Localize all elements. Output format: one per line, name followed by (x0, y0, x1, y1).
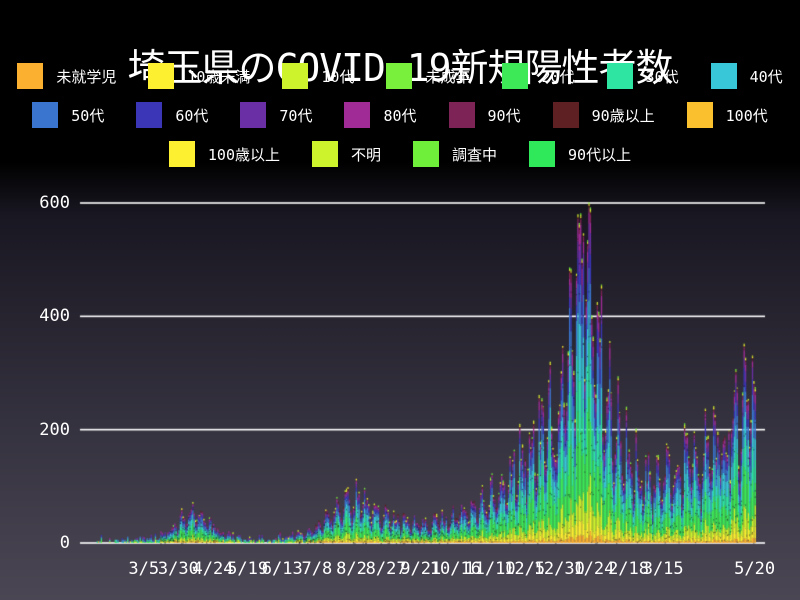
legend-row-1: 未就学児 10歳未満 10代 未成年 20代 30代 40代 (0, 63, 800, 89)
legend-label: 60代 (175, 106, 209, 125)
legend-label: 90歳以上 (591, 106, 655, 125)
legend-label: 90代以上 (568, 145, 632, 164)
legend-label: 50代 (71, 106, 105, 125)
legend-item: 30代 (606, 63, 679, 89)
legend-item: 100代 (686, 102, 768, 128)
legend-swatch (344, 102, 371, 128)
legend-swatch (710, 63, 737, 89)
legend-label: 100代 (725, 106, 768, 125)
legend-item: 100歳以上 (168, 141, 280, 167)
legend-row-2: 50代 60代 70代 80代 90代 90歳以上 100代 (0, 102, 800, 128)
x-tick-label: 10/16 (429, 559, 481, 579)
x-tick-label: 12/30 (533, 559, 585, 579)
y-tick-label: 400 (39, 306, 70, 327)
legend-item: 10歳未満 (148, 63, 250, 89)
legend-label: 70代 (279, 106, 313, 125)
legend-swatch (413, 141, 440, 167)
legend-label: 不明 (351, 145, 382, 164)
legend-swatch (686, 102, 713, 128)
x-tick-label: 5/20 (734, 559, 776, 579)
legend-item: 20代 (502, 63, 575, 89)
x-tick-label: 9/21 (400, 559, 442, 579)
legend-label: 10歳未満 (187, 67, 251, 86)
legend-swatch (136, 102, 163, 128)
legend-label: 40代 (749, 67, 783, 86)
x-tick-label: 12/5 (504, 559, 546, 579)
y-tick-label: 0 (59, 533, 70, 553)
legend-item: 40代 (710, 63, 783, 89)
legend-label: 100歳以上 (207, 145, 280, 164)
legend-swatch (148, 63, 175, 89)
legend-item: 10代 (282, 63, 354, 89)
legend-swatch (606, 63, 633, 89)
legend-label: 30代 (645, 67, 679, 86)
x-tick-label: 4/24 (192, 559, 234, 579)
x-tick-label: 3/30 (157, 559, 199, 579)
legend-swatch (312, 141, 338, 167)
legend-swatch (240, 102, 267, 128)
legend-item: 90代以上 (529, 141, 631, 167)
legend-label: 20代 (541, 67, 575, 86)
legend-label: 10代 (321, 67, 355, 86)
x-tick-label: 3/15 (642, 559, 684, 579)
legend-item: 調査中 (413, 141, 497, 167)
legend-label: 90代 (487, 106, 521, 125)
legend-item: 70代 (240, 102, 312, 128)
legend-swatch (32, 102, 59, 128)
x-tick-label: 1/24 (573, 559, 615, 579)
x-tick-label: 8/2 (336, 559, 367, 579)
legend-label: 調査中 (452, 145, 498, 164)
x-tick-label: 5/19 (227, 559, 269, 579)
legend-label: 未就学児 (56, 67, 117, 86)
legend-item: 90代 (448, 102, 521, 128)
legend-swatch (448, 102, 475, 128)
legend-item: 未成年 (386, 63, 470, 89)
legend-swatch (386, 63, 413, 89)
legend-swatch (282, 63, 309, 89)
legend-swatch (502, 63, 529, 89)
legend-item: 不明 (312, 141, 381, 167)
y-tick-label: 600 (39, 193, 70, 213)
legend-item: 60代 (136, 102, 208, 128)
legend-item: 80代 (344, 102, 417, 128)
x-tick-label: 2/18 (608, 559, 650, 579)
legend-swatch (17, 63, 44, 89)
legend-item: 50代 (32, 102, 104, 128)
x-tick-label: 3/5 (128, 559, 160, 579)
legend-swatch (552, 102, 579, 128)
legend-row-3: 100歳以上 不明 調査中 90代以上 (0, 141, 800, 167)
x-tick-label: 8/27 (365, 559, 407, 579)
legend: 未就学児 10歳未満 10代 未成年 20代 30代 40代 50代 60代 7… (0, 63, 800, 180)
legend-label: 80代 (383, 106, 417, 125)
legend-label: 未成年 (425, 67, 471, 86)
legend-swatch (529, 141, 556, 167)
y-tick-label: 200 (39, 419, 70, 440)
legend-item: 90歳以上 (552, 102, 655, 128)
x-tick-label: 11/10 (464, 559, 516, 579)
x-tick-label: 7/8 (301, 559, 333, 579)
legend-swatch (168, 141, 195, 167)
legend-item: 未就学児 (17, 63, 116, 89)
x-tick-label: 6/13 (261, 559, 303, 579)
